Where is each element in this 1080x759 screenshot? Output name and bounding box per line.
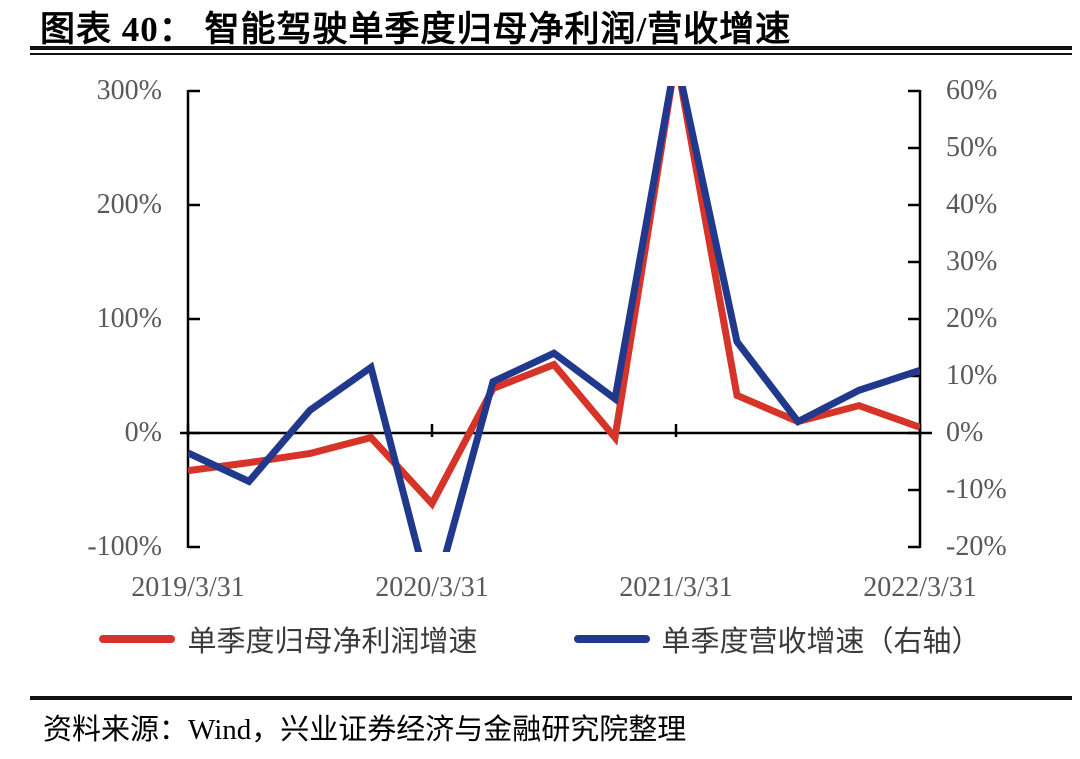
series-line-1 bbox=[188, 86, 920, 552]
x-axis-tick-label: 2019/3/31 bbox=[131, 572, 245, 603]
x-axis-tick-label: 2022/3/31 bbox=[863, 572, 977, 603]
source-note: 资料来源：Wind，兴业证券经济与金融研究院整理 bbox=[43, 714, 687, 746]
red-line-swatch bbox=[99, 635, 176, 643]
series-line-0 bbox=[188, 86, 920, 510]
legend-item-net-profit: 单季度归母净利润增速 bbox=[99, 618, 478, 660]
left-axis-tick-label: 0% bbox=[124, 417, 162, 448]
blue-line-swatch bbox=[573, 635, 650, 643]
right-axis-tick-label: -20% bbox=[946, 531, 1007, 562]
legend-label-revenue: 单季度营收增速（右轴） bbox=[661, 626, 981, 658]
left-axis-tick-label: 200% bbox=[96, 189, 162, 220]
legend-label-net-profit: 单季度归母净利润增速 bbox=[187, 626, 478, 658]
line-chart bbox=[180, 86, 932, 552]
left-axis-tick-label: 300% bbox=[96, 75, 162, 106]
right-axis-tick-label: 60% bbox=[946, 75, 998, 106]
right-axis-tick-label: 10% bbox=[946, 360, 998, 391]
right-axis-tick-label: 20% bbox=[946, 303, 998, 334]
chart-legend: 单季度归母净利润增速 单季度营收增速（右轴） bbox=[0, 618, 1080, 660]
legend-item-revenue: 单季度营收增速（右轴） bbox=[573, 618, 981, 660]
right-axis-tick-label: 0% bbox=[946, 417, 984, 448]
x-axis-tick-label: 2020/3/31 bbox=[375, 572, 489, 603]
left-axis-tick-label: -100% bbox=[87, 531, 162, 562]
right-axis-tick-label: 40% bbox=[946, 189, 998, 220]
axes bbox=[180, 89, 932, 549]
footer-divider bbox=[30, 696, 1072, 700]
title-divider bbox=[30, 46, 1072, 55]
left-axis-tick-label: 100% bbox=[96, 303, 162, 334]
x-axis-tick-label: 2021/3/31 bbox=[619, 572, 733, 603]
right-axis-tick-label: 30% bbox=[946, 246, 998, 277]
series-lines bbox=[188, 86, 920, 552]
right-axis-tick-label: -10% bbox=[946, 474, 1007, 505]
figure-title: 图表 40： 智能驾驶单季度归母净利润/营收增速 bbox=[40, 10, 792, 49]
right-axis-tick-label: 50% bbox=[946, 132, 998, 163]
